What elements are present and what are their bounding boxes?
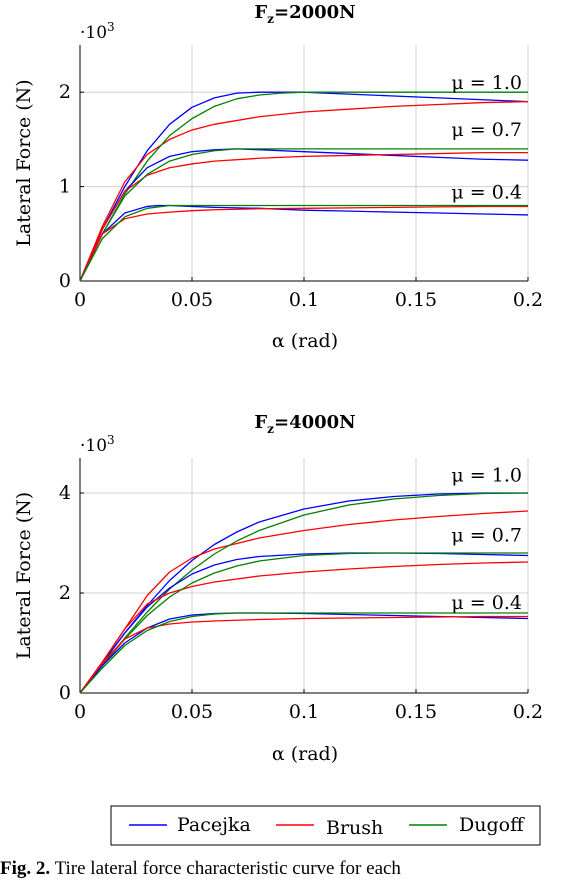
series-line-dugoff-mu-0.4 [79, 612, 528, 694]
series-line-brush-mu-0.7 [79, 151, 528, 282]
y-axis-label: Lateral Force (N) [13, 492, 35, 659]
chart-title: Fz=2000N [254, 2, 355, 26]
series-line-dugoff-mu-0.7 [79, 148, 528, 282]
mu-annotation: μ = 1.0 [451, 72, 522, 94]
series-line-brush-mu-0.4 [79, 615, 528, 694]
x-tick-label: 0.2 [513, 701, 543, 723]
y-tick-label: 2 [59, 81, 71, 103]
legend-frame [110, 805, 541, 846]
y-tick-label: 4 [59, 482, 71, 504]
series-line-brush-mu-1.0 [79, 510, 529, 694]
x-tick-label: 0.1 [289, 289, 319, 311]
legend-label-dugoff: Dugoff [459, 814, 525, 836]
y-tick-label: 0 [59, 682, 71, 704]
x-tick-label: 0.15 [395, 289, 437, 311]
series-line-pacejka-mu-0.4 [79, 204, 529, 282]
x-axis-label: α (rad) [272, 743, 338, 765]
x-tick-label: 0.15 [395, 701, 437, 723]
y-tick-label: 2 [59, 582, 71, 604]
y-tick-label: 1 [59, 176, 71, 198]
figure-caption: Fig. 2. Tire lateral force characteristi… [0, 858, 578, 880]
legend: Pacejka Brush Dugoff [110, 805, 541, 846]
mu-annotation: μ = 1.0 [451, 465, 522, 487]
x-tick-label: 0.05 [171, 701, 213, 723]
chart-title: Fz=4000N [254, 412, 355, 436]
series-line-brush-mu-1.0 [79, 100, 529, 282]
series-line-dugoff-mu-0.7 [79, 552, 528, 694]
mu-annotation: μ = 0.7 [451, 525, 522, 547]
y-multiplier: ·103 [80, 433, 115, 456]
x-axis-label: α (rad) [272, 330, 338, 352]
series-line-brush-mu-0.7 [79, 561, 529, 694]
caption-text: Tire lateral force characteristic curve … [54, 858, 401, 879]
chart-panel-2: 0 0.05 0.1 0.15 0.2 0 2 4 ·103 Fz=4000N α (rad) Lat… [13, 412, 543, 765]
series-line-brush-mu-0.4 [79, 205, 528, 282]
series-line-dugoff-mu-1.0 [79, 492, 529, 694]
y-multiplier: ·103 [80, 20, 115, 43]
y-tick-label: 0 [59, 270, 71, 292]
x-tick-label: 0.1 [289, 701, 319, 723]
mu-annotation: μ = 0.7 [451, 119, 522, 141]
mu-annotation: μ = 0.4 [451, 592, 522, 614]
x-tick-label: 0 [74, 701, 86, 723]
legend-label-pacejka: Pacejka [177, 814, 251, 836]
mu-annotation: μ = 0.4 [451, 181, 522, 203]
x-tick-label: 0.05 [171, 289, 213, 311]
series-line-dugoff-mu-0.4 [79, 204, 528, 282]
y-axis-label: Lateral Force (N) [13, 79, 35, 246]
caption-prefix: Fig. 2. [0, 858, 51, 879]
chart-panel-1: 0 0.05 0.1 0.15 0.2 0 1 2 ·103 Fz=2000N α (rad) Lat… [13, 2, 543, 352]
legend-label-brush: Brush [326, 817, 383, 839]
x-tick-label: 0.2 [513, 289, 543, 311]
x-tick-label: 0 [74, 289, 86, 311]
